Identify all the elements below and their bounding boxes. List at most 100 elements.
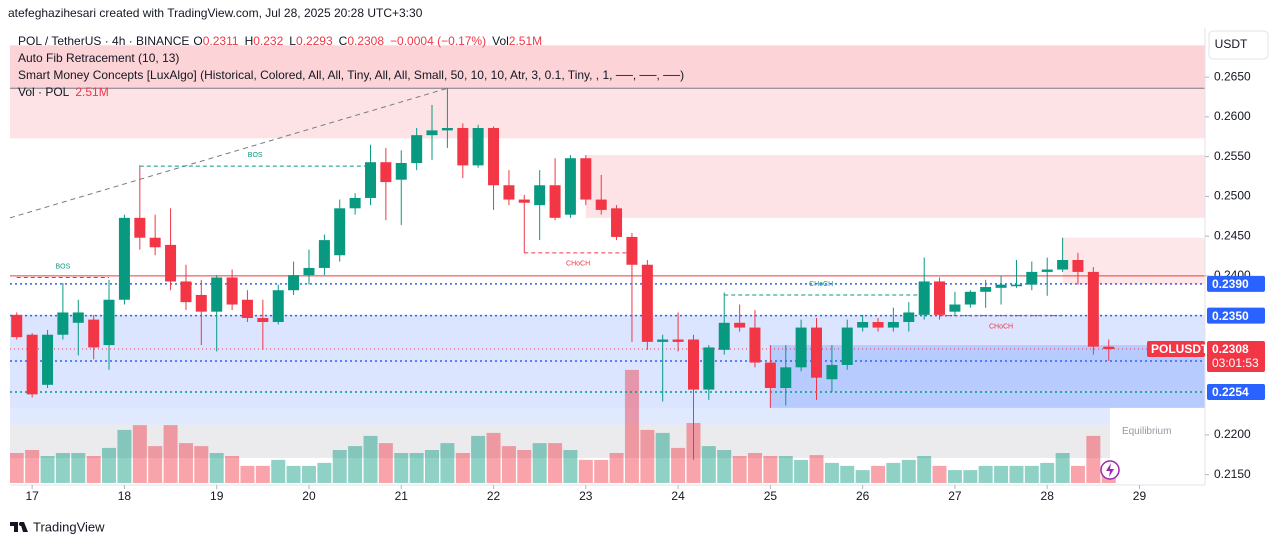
legend: POL / TetherUS · 4h · BINANCE O0.2311 H0.2…	[18, 34, 684, 99]
candle-body	[534, 185, 546, 206]
legend-symbol: POL / TetherUS · 4h · BINANCE	[18, 34, 189, 48]
volume-bar	[378, 443, 393, 483]
ohlc-value: 0.2311	[203, 34, 239, 48]
candle-body	[349, 197, 361, 209]
ohlc-letter: H	[245, 34, 254, 48]
candle-body	[211, 277, 223, 312]
price-tag	[1207, 307, 1265, 324]
candle-body	[72, 312, 84, 323]
candle-body	[626, 236, 638, 265]
candle-body	[688, 339, 700, 390]
zone	[10, 88, 1205, 139]
zone-label: Equilibrium	[1122, 426, 1171, 437]
price-tag	[1207, 275, 1265, 292]
candle-body	[934, 281, 946, 315]
volume-bar	[578, 459, 593, 483]
candle-body	[734, 322, 746, 328]
volume-bar	[563, 450, 578, 483]
volume-bar	[332, 450, 347, 483]
price-tag-label: 0.2390	[1212, 277, 1249, 291]
volume-bar	[917, 456, 932, 483]
volume-bar	[794, 459, 809, 483]
volume-bar	[778, 456, 793, 483]
volume-bar	[225, 456, 240, 483]
volume-bar	[194, 446, 209, 483]
volume-bar	[717, 450, 732, 483]
volume-bar	[671, 447, 686, 483]
volume-bar	[809, 455, 824, 483]
brand-name: TradingView	[33, 519, 105, 534]
candle-body	[42, 334, 54, 385]
candle-body	[180, 281, 192, 303]
candle-body	[1072, 259, 1084, 272]
volume-bar	[747, 453, 762, 483]
y-tick-label: 0.2550	[1214, 149, 1251, 163]
volume-bar	[871, 465, 886, 483]
candle-body	[457, 128, 469, 166]
candle-body	[657, 339, 669, 342]
volume-bar	[624, 369, 639, 483]
volume-bar	[594, 459, 609, 483]
candle-body	[288, 275, 300, 291]
legend-change: −0.0004 (−0.17%)	[390, 34, 486, 48]
last-price-label: 0.2308	[1212, 342, 1249, 356]
volume-bar	[25, 450, 40, 483]
structure-label: CHoCH	[809, 281, 833, 288]
volume-bar	[732, 456, 747, 483]
volume-bar	[548, 443, 563, 483]
candle-body	[918, 281, 930, 315]
last-price-tag	[1207, 341, 1265, 373]
volume-bar	[640, 429, 655, 483]
candle-body	[718, 322, 730, 350]
candle-body	[134, 217, 146, 238]
candle-body	[1010, 284, 1022, 287]
zone	[585, 155, 1205, 218]
volume-bar	[424, 450, 439, 483]
x-tick-label: 24	[671, 489, 685, 503]
x-tick-label: 25	[764, 489, 778, 503]
volume-bar	[947, 470, 962, 483]
candle-body	[549, 185, 561, 218]
x-tick-label: 18	[118, 489, 132, 503]
volume-bar	[394, 453, 409, 483]
volume-bar	[71, 453, 86, 483]
volume-bar	[363, 435, 378, 483]
volume-bar	[471, 435, 486, 483]
candle-body	[1103, 346, 1115, 350]
volume-bar	[963, 470, 978, 483]
candle-body	[441, 128, 453, 131]
volume-bar	[609, 453, 624, 483]
structure-label: CHoCH	[566, 261, 590, 268]
symbol-tag-label: POLUSDT	[1151, 342, 1209, 356]
candle-body	[887, 322, 899, 328]
candle-body	[703, 347, 715, 390]
candle-body	[103, 299, 115, 346]
volume-bar	[1086, 435, 1101, 483]
candle-body	[1057, 259, 1069, 270]
candle-body	[395, 162, 407, 180]
volume-bar	[102, 447, 117, 483]
plot-area: Equilibrium BOS BOS CHoCH CHoCH CHoCH	[10, 45, 1205, 483]
volume-bar	[455, 453, 470, 483]
currency-button[interactable]	[1208, 30, 1269, 60]
ohlc-letter: L	[289, 34, 296, 48]
volume-bar	[86, 456, 101, 483]
x-tick-label: 21	[395, 489, 409, 503]
zone	[1062, 237, 1205, 285]
candle-body	[195, 294, 207, 312]
candle-body	[426, 130, 438, 136]
volume-bar	[178, 443, 193, 483]
volume-value: 2.51M	[509, 34, 542, 48]
candle-body	[857, 322, 869, 328]
volume-value: 2.51M	[75, 85, 108, 99]
author-line: atefeghazihesari created with TradingVie…	[8, 6, 423, 20]
symbol-tag	[1147, 341, 1205, 358]
candle-body	[488, 128, 500, 186]
price-tag-label: 0.2350	[1212, 309, 1249, 323]
candle-body	[811, 327, 823, 378]
zone	[10, 407, 1110, 425]
volume-bar	[855, 470, 870, 483]
structure-label: BOS	[248, 152, 263, 159]
volume-bar	[1070, 465, 1085, 483]
